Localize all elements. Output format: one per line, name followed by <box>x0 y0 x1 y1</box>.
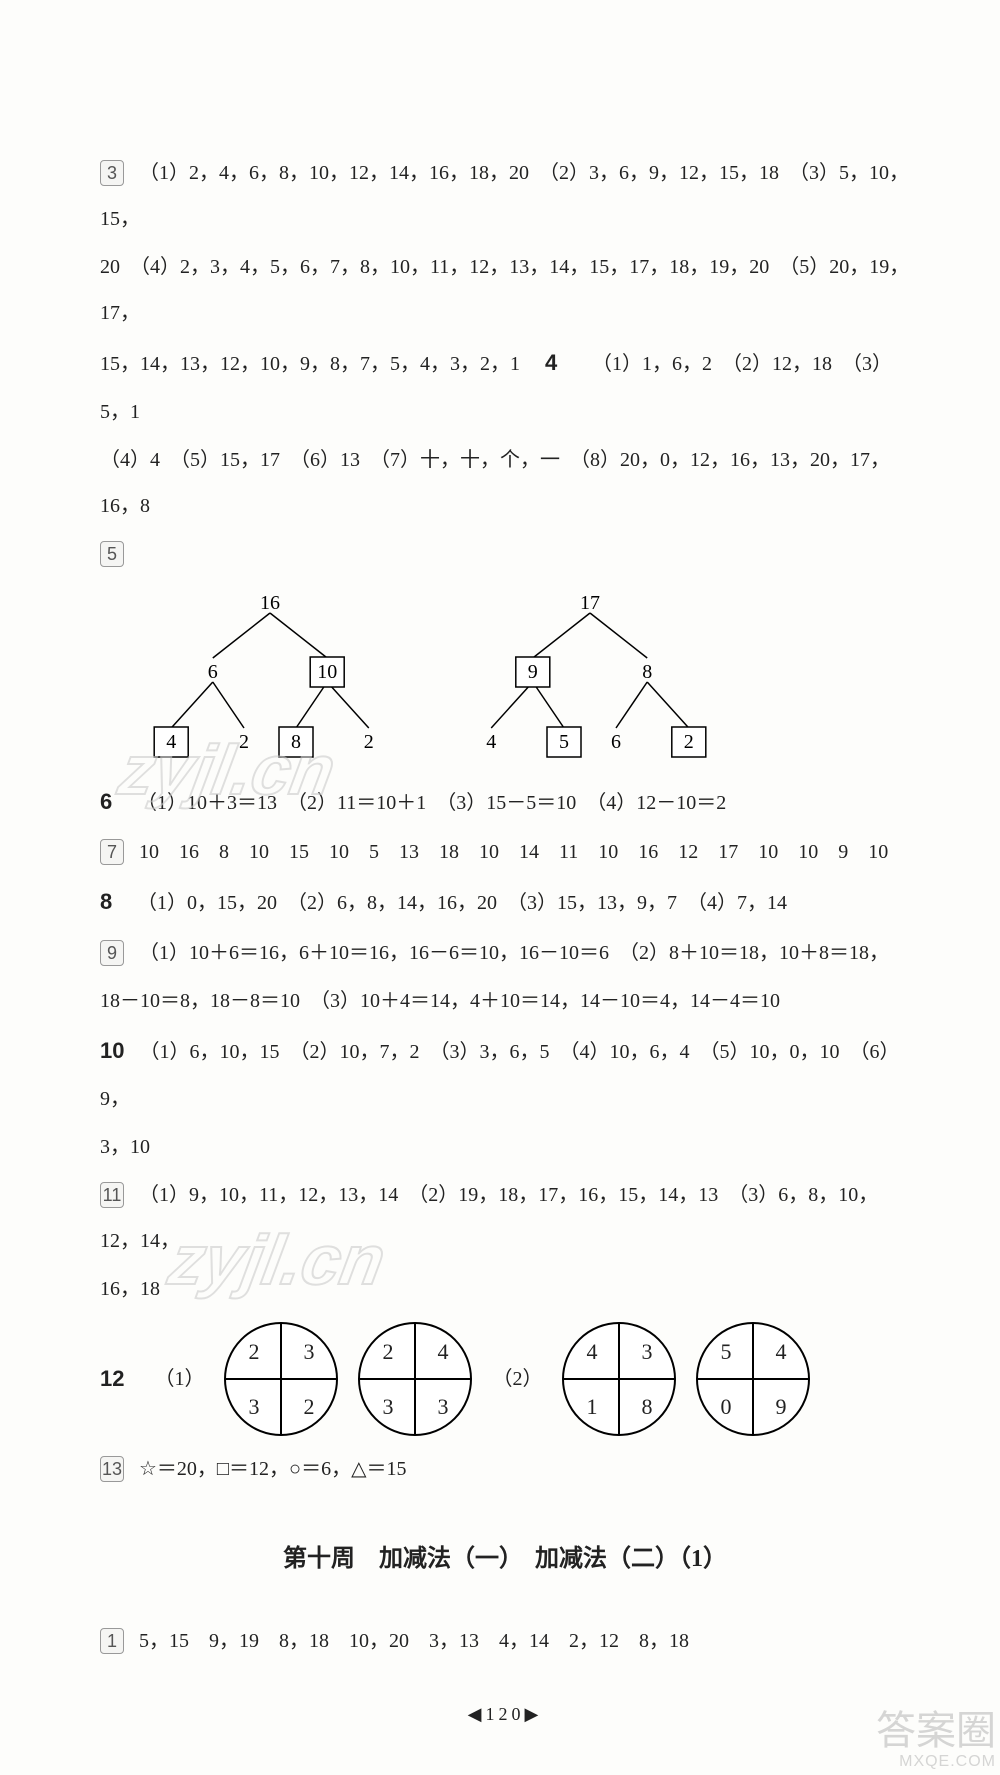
q4-label: 4 <box>545 338 567 389</box>
svg-text:8: 8 <box>642 661 652 683</box>
quad-cell-tl: 2 <box>360 1324 415 1379</box>
quad-cell-bl: 3 <box>226 1379 281 1434</box>
svg-text:2: 2 <box>684 731 694 753</box>
q5-label: 5 <box>100 541 124 567</box>
quad-cell-br: 2 <box>281 1379 336 1434</box>
q1-next-text: 5，15 9，19 8，18 10，20 3，13 4，14 2，12 8，18 <box>139 1630 689 1652</box>
svg-text:9: 9 <box>528 661 538 683</box>
quad-cell-tl: 4 <box>564 1324 619 1379</box>
q9-label: 9 <box>100 940 124 966</box>
quad-circle: 2 3 3 2 <box>224 1322 338 1436</box>
quad-cell-bl: 3 <box>360 1379 415 1434</box>
q11-block: 11 （1）9，10，11，12，13，14 （2）19，18，17，16，15… <box>100 1172 910 1264</box>
quad-cell-br: 3 <box>415 1379 470 1434</box>
q3-text-1: （1）2，4，6，8，10，12，14，16，18，20 （2）3，6，9，12… <box>100 162 909 230</box>
q13-text: ☆＝20，□＝12，○＝6，△＝15 <box>139 1458 406 1480</box>
q9-text-2: 18－10＝8，18－8＝10 （3）10＋4＝14，4＋10＝14，14－10… <box>100 978 910 1024</box>
quad-cell-tl: 5 <box>698 1324 753 1379</box>
number-tree: 17 9 8 4 5 6 2 <box>460 587 720 767</box>
number-tree: 16 6 10 4 2 8 2 <box>140 587 400 767</box>
quad-cell-br: 9 <box>753 1379 808 1434</box>
quad-cell-bl: 0 <box>698 1379 753 1434</box>
page-footer: ◀120▶ <box>100 1694 910 1735</box>
q9-block: 9 （1）10＋6＝16，6＋10＝16，16－6＝10，16－10＝6 （2）… <box>100 930 910 976</box>
quad-circle: 5 4 0 9 <box>696 1322 810 1436</box>
svg-text:8: 8 <box>291 731 301 753</box>
corner-wm-l2: MXQE.COM <box>876 1753 996 1771</box>
q9-text-1: （1）10＋6＝16，6＋10＝16，16－6＝10，16－10＝6 （2）8＋… <box>139 942 889 964</box>
quad-cell-bl: 1 <box>564 1379 619 1434</box>
quad-circle: 4 3 1 8 <box>562 1322 676 1436</box>
quad-cell-tr: 4 <box>753 1324 808 1379</box>
svg-text:2: 2 <box>364 731 374 753</box>
svg-text:17: 17 <box>580 592 600 614</box>
q10-text-1: （1）6，10，15 （2）10，7，2 （3）3，6，5 （4）10，6，4 … <box>100 1041 899 1111</box>
section-heading: 第十周 加减法（一） 加减法（二）（1） <box>100 1532 910 1587</box>
q3-label: 3 <box>100 160 124 186</box>
q1-next-label: 1 <box>100 1628 124 1654</box>
q3-block: 3 （1）2，4，6，8，10，12，14，16，18，20 （2）3，6，9，… <box>100 150 910 242</box>
svg-text:4: 4 <box>486 731 496 753</box>
q3-text-3a: 15，14，13，12，10，9，8，7，5，4，3，2，1 <box>100 353 540 375</box>
q8-label: 8 <box>100 877 122 928</box>
q12-sub2: （2） <box>492 1356 542 1402</box>
q10-text-2: 3，10 <box>100 1124 910 1170</box>
q6-text: （1）10＋3＝13 （2）11＝10＋1 （3）15－5＝10 （4）12－1… <box>137 792 726 814</box>
q5-block: 5 <box>100 531 910 577</box>
q13-block: 13 ☆＝20，□＝12，○＝6，△＝15 <box>100 1446 910 1492</box>
q12-block: 12 （1） 2 3 3 22 4 3 3 （2） 4 3 1 85 4 0 9 <box>100 1322 910 1436</box>
svg-text:4: 4 <box>166 731 176 753</box>
svg-text:16: 16 <box>260 592 280 614</box>
q11-text-1: （1）9，10，11，12，13，14 （2）19，18，17，16，15，14… <box>100 1184 878 1252</box>
q3-q4-line: 15，14，13，12，10，9，8，7，5，4，3，2，1 4 （1）1，6，… <box>100 338 910 435</box>
q10-label: 10 <box>100 1026 124 1077</box>
q3-text-2: 20 （4）2，3，4，5，6，7，8，10，11，12，13，14，15，17… <box>100 244 910 336</box>
q6-label: 6 <box>100 777 122 828</box>
q8-block: 8 （1）0，15，20 （2）6，8，14，16，20 （3）15，13，9，… <box>100 877 910 928</box>
q4-text-2: （4）4 （5）15，17 （6）13 （7）十，十，个，一 （8）20，0，1… <box>100 437 910 529</box>
quad-cell-tr: 4 <box>415 1324 470 1379</box>
q1-next-block: 1 5，15 9，19 8，18 10，20 3，13 4，14 2，12 8，… <box>100 1618 910 1664</box>
svg-text:10: 10 <box>317 661 337 683</box>
q12-sub1: （1） <box>154 1356 204 1402</box>
worksheet-page: 3 （1）2，4，6，8，10，12，14，16，18，20 （2）3，6，9，… <box>0 0 1000 1775</box>
q7-text: 10 16 8 10 15 10 5 13 18 10 14 11 10 16 … <box>139 841 888 863</box>
quad-cell-br: 8 <box>619 1379 674 1434</box>
quad-cell-tl: 2 <box>226 1324 281 1379</box>
q13-label: 13 <box>100 1456 124 1482</box>
quad-circle: 2 4 3 3 <box>358 1322 472 1436</box>
q12-circles-1: 2 3 3 22 4 3 3 <box>224 1322 472 1436</box>
q10-block: 10 （1）6，10，15 （2）10，7，2 （3）3，6，5 （4）10，6… <box>100 1026 910 1123</box>
svg-text:6: 6 <box>611 731 621 753</box>
q5-trees: 16 6 10 4 2 8 2 17 9 8 4 5 6 2 <box>140 587 910 767</box>
svg-text:5: 5 <box>559 731 569 753</box>
q11-text-2: 16，18 <box>100 1266 910 1312</box>
q12-label: 12 <box>100 1354 124 1405</box>
q7-block: 7 10 16 8 10 15 10 5 13 18 10 14 11 10 1… <box>100 829 910 875</box>
svg-text:6: 6 <box>208 661 218 683</box>
q12-circles-2: 4 3 1 85 4 0 9 <box>562 1322 810 1436</box>
quad-cell-tr: 3 <box>281 1324 336 1379</box>
q6-block: 6 （1）10＋3＝13 （2）11＝10＋1 （3）15－5＝10 （4）12… <box>100 777 910 828</box>
q8-text: （1）0，15，20 （2）6，8，14，16，20 （3）15，13，9，7 … <box>137 892 787 914</box>
q11-label: 11 <box>100 1182 124 1208</box>
svg-text:2: 2 <box>239 731 249 753</box>
quad-cell-tr: 3 <box>619 1324 674 1379</box>
page-number: 120 <box>486 1704 525 1724</box>
q7-label: 7 <box>100 839 124 865</box>
